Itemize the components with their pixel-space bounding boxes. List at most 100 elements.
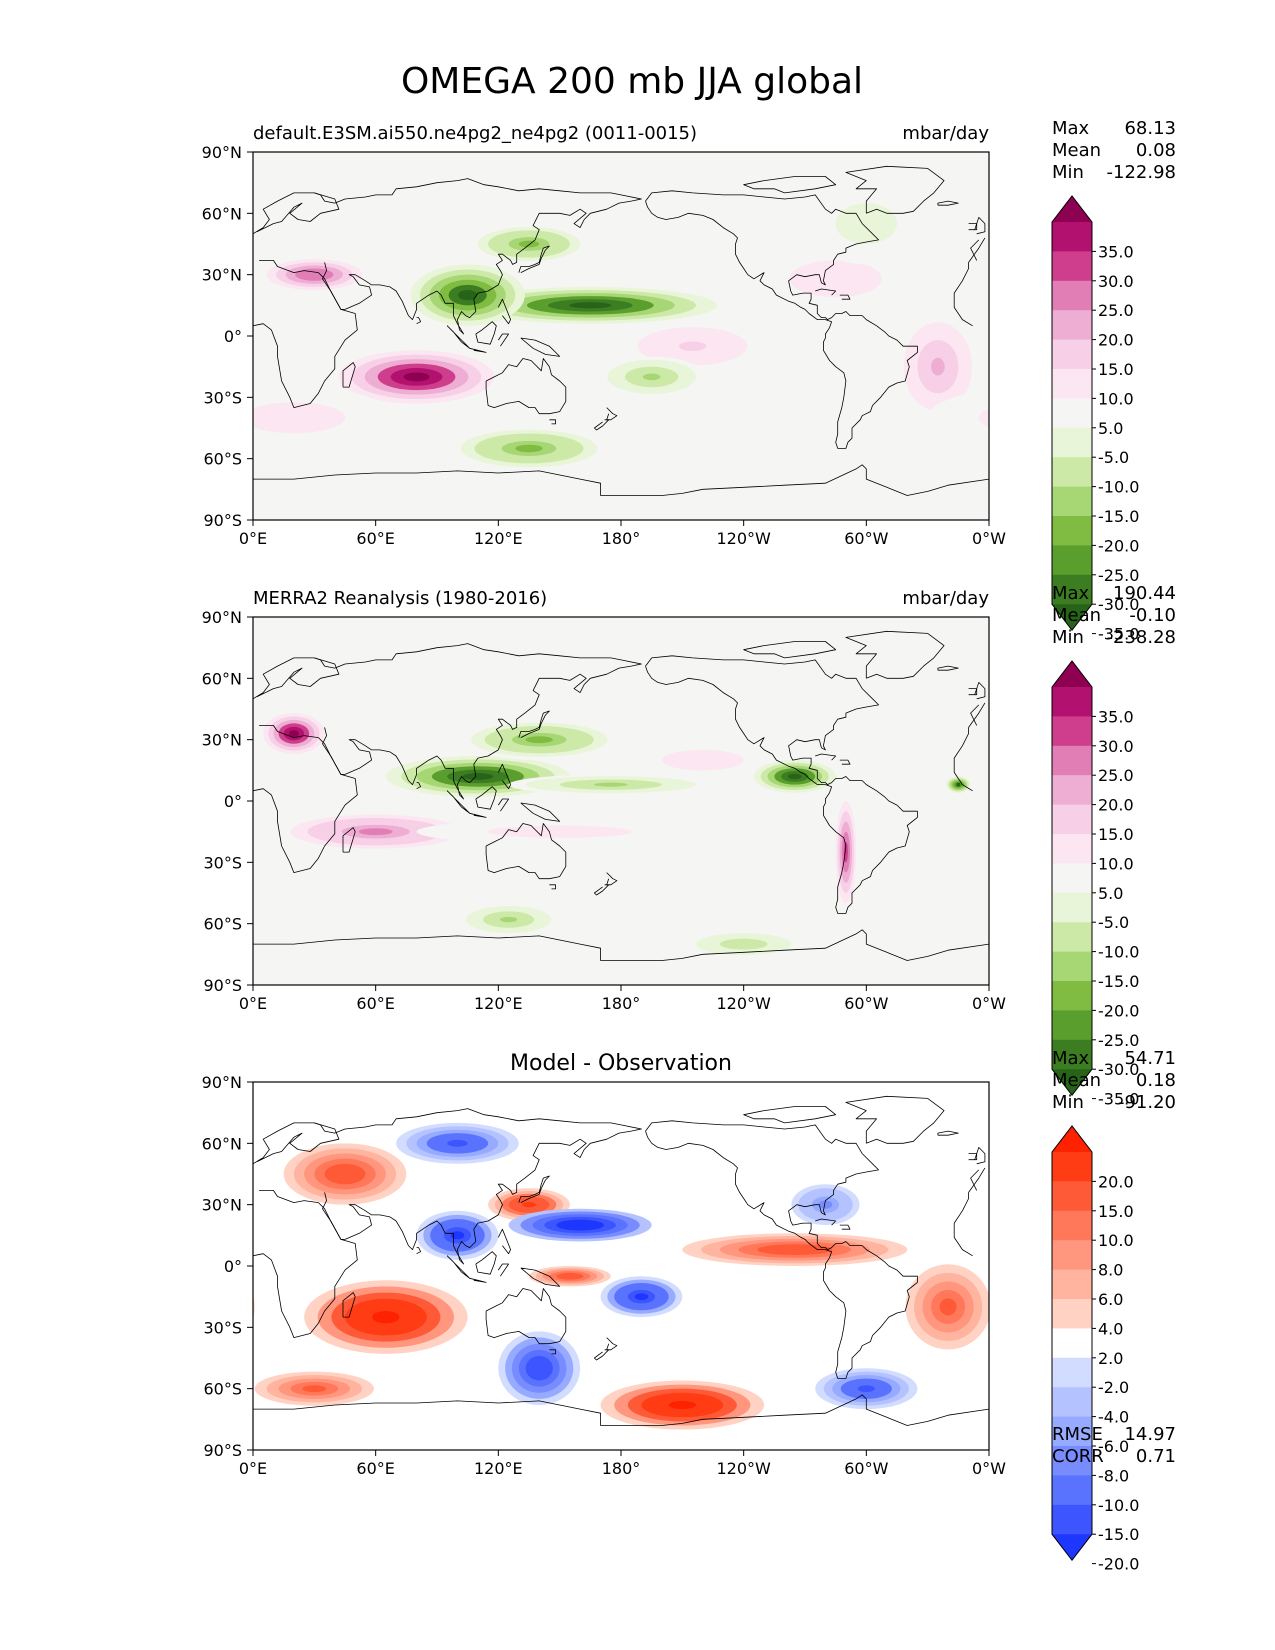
extra-stat-value: 0.71 — [1136, 1446, 1176, 1467]
coastline — [497, 1228, 511, 1255]
field-layer — [0, 182, 1275, 471]
stat-value: 0.08 — [1136, 140, 1176, 161]
y-tick-label: 60°N — [202, 1134, 242, 1153]
field-cell — [1166, 275, 1242, 316]
field-cell — [1173, 1137, 1214, 1151]
field-cell — [84, 273, 115, 285]
field-cell — [1245, 237, 1275, 251]
colorbar-label: -30.0 — [1098, 1060, 1139, 1079]
field-cell — [1248, 733, 1275, 747]
field-cell — [1234, 1331, 1275, 1405]
coastline — [253, 1122, 986, 1338]
colorbar-band — [1052, 1328, 1092, 1359]
field-cell — [106, 832, 114, 873]
field-cell — [1025, 730, 1035, 737]
field-cell — [1183, 1140, 1203, 1147]
y-tick-label: 90°N — [202, 1073, 242, 1092]
field-cell — [1251, 1199, 1275, 1210]
colorbar-band — [1052, 1152, 1092, 1182]
field-cell — [23, 248, 176, 309]
coastline — [485, 1288, 567, 1345]
x-tick-label: 120°W — [716, 1459, 771, 1478]
field-cell — [1009, 720, 1050, 747]
map-background — [253, 617, 989, 985]
coastline — [845, 1095, 945, 1144]
x-tick-label: 60°E — [356, 1459, 394, 1478]
coastline — [549, 419, 556, 425]
field-cell — [1251, 445, 1275, 452]
stat-value: 68.13 — [1124, 118, 1176, 139]
colorbar: 35.0 30.0 25.0 20.0 15.0 10.0 5.0 -5.0 -10.0 -15.… — [1051, 195, 1139, 644]
field-cell — [1248, 1344, 1275, 1393]
colorbar-band — [1052, 486, 1092, 517]
field-cell — [1238, 1194, 1275, 1216]
colorbar-band — [1052, 1240, 1092, 1271]
panel-center-title: Model - Observation — [510, 1051, 732, 1076]
field-cell — [212, 778, 232, 792]
colorbar-max-extend — [1052, 1126, 1092, 1152]
colorbar-band — [1052, 1010, 1092, 1041]
field-cell — [110, 210, 151, 237]
field-cell — [216, 781, 228, 789]
y-tick-label: 30°S — [203, 853, 242, 872]
y-tick-label: 90°N — [202, 608, 242, 627]
colorbar-band — [1052, 892, 1092, 923]
field-cell — [462, 773, 494, 780]
colorbar-label: -25.0 — [1098, 566, 1139, 585]
stats-block: Max 68.13 Mean 0.08 Min -122.98 — [1052, 118, 1176, 183]
field-cell — [1194, 290, 1213, 300]
colorbar-label: -5.0 — [1098, 448, 1129, 467]
field-cell — [105, 1378, 156, 1398]
stat-value: 54.71 — [1124, 1048, 1176, 1069]
colorbar-label: -25.0 — [1098, 1031, 1139, 1050]
coastline — [937, 1130, 959, 1136]
field-cell — [288, 730, 299, 737]
colorbar-label: -2.0 — [1098, 1378, 1129, 1397]
field-cell — [1262, 776, 1275, 793]
field-cell — [3, 1241, 115, 1257]
coastline — [485, 823, 567, 880]
coastline — [475, 321, 497, 345]
stat-label: Max — [1052, 1048, 1090, 1069]
coastline — [314, 643, 642, 800]
field-cell — [0, 327, 11, 365]
field-cell — [961, 401, 989, 435]
coastline — [469, 812, 487, 818]
x-tick-label: 120°E — [474, 529, 523, 548]
panel-left-title: default.E3SM.ai550.ne4pg2_ne4pg2 (0011-0… — [253, 123, 697, 144]
field-cell — [220, 783, 224, 787]
extra-stat-value: 14.97 — [1124, 1424, 1176, 1445]
coastline — [446, 790, 471, 814]
field-cell — [108, 842, 112, 862]
field-cell — [0, 750, 8, 770]
colorbar-band — [1052, 716, 1092, 747]
field-cell — [1159, 1215, 1227, 1256]
stat-label: Min — [1052, 627, 1084, 648]
field-cell — [1262, 1356, 1275, 1381]
stat-value: 190.44 — [1113, 583, 1176, 604]
colorbar-band — [1052, 339, 1092, 370]
field-cell — [1224, 230, 1275, 257]
field-cell — [69, 266, 130, 291]
field-cell — [1224, 1188, 1275, 1221]
field-cell — [1224, 437, 1275, 459]
field-cell — [563, 1274, 577, 1279]
colorbar-label: -10.0 — [1098, 943, 1139, 962]
coastline — [475, 786, 497, 810]
colorbar-band — [1052, 516, 1092, 546]
colorbar-label: 4.0 — [1098, 1319, 1123, 1338]
y-tick-label: 30°S — [203, 1318, 242, 1337]
colorbar-label: -35.0 — [1098, 1090, 1139, 1109]
colorbar-band — [1052, 745, 1092, 776]
field-cell — [1262, 736, 1275, 743]
field-cell — [49, 1180, 131, 1229]
colorbar-band — [1052, 457, 1092, 488]
field-cell — [1163, 1133, 1224, 1153]
colorbar-label: 35.0 — [1098, 707, 1134, 726]
y-tick-label: 0° — [224, 1257, 242, 1276]
field-cell — [69, 1192, 110, 1217]
field-cell — [1176, 821, 1275, 841]
colorbar-label: 2.0 — [1098, 1349, 1123, 1368]
field-cell — [1234, 729, 1275, 749]
